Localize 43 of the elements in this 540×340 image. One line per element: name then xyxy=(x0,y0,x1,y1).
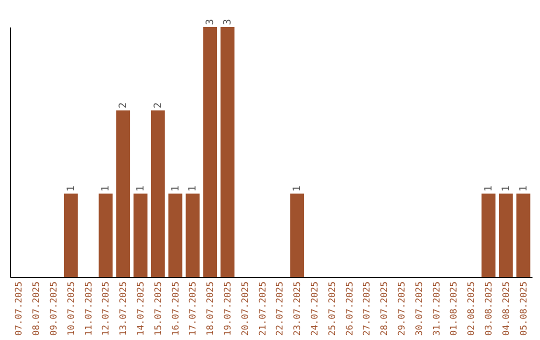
x-tick-label: 20.07.2025 xyxy=(240,282,251,336)
x-tick-label: 12.07.2025 xyxy=(102,282,112,336)
x-tick-label: 29.07.2025 xyxy=(398,282,408,336)
x-tick-label: 18.07.2025 xyxy=(206,282,216,336)
data-label: 1 xyxy=(66,186,77,192)
data-label: 1 xyxy=(292,186,304,192)
data-label: 1 xyxy=(518,186,530,192)
data-label: 2 xyxy=(118,102,130,108)
x-tick-label: 11.07.2025 xyxy=(84,282,94,336)
data-label: 3 xyxy=(205,18,216,25)
x-tick-label: 14.07.2025 xyxy=(136,282,146,336)
data-label: 1 xyxy=(484,186,494,192)
x-tick-label: 23.07.2025 xyxy=(293,282,304,336)
x-tick-label: 22.07.2025 xyxy=(276,282,286,336)
x-tick-label: 05.08.2025 xyxy=(519,282,530,336)
x-tick-label: 27.07.2025 xyxy=(362,282,373,336)
data-label: 1 xyxy=(170,186,182,192)
x-tick-label: 31.07.2025 xyxy=(432,282,442,336)
data-label: 1 xyxy=(500,186,512,192)
x-tick-label: 07.07.2025 xyxy=(14,282,25,336)
x-tick-label: 02.08.2025 xyxy=(467,282,478,336)
x-tick-label: 09.07.2025 xyxy=(50,282,60,336)
data-label: 1 xyxy=(100,186,112,192)
x-tick-label: 01.08.2025 xyxy=(450,282,460,336)
x-tick-label: 04.08.2025 xyxy=(502,282,512,336)
x-tick-label: 19.07.2025 xyxy=(224,282,234,336)
x-tick-label: 13.07.2025 xyxy=(119,282,130,336)
data-label: 1 xyxy=(136,186,146,192)
x-tick-label: 25.07.2025 xyxy=(328,282,338,336)
data-label: 3 xyxy=(222,18,234,25)
x-tick-label: 21.07.2025 xyxy=(258,282,268,336)
x-tick-label: 30.07.2025 xyxy=(414,282,425,336)
x-tick-label: 10.07.2025 xyxy=(66,282,77,336)
x-tick-label: 24.07.2025 xyxy=(310,282,320,336)
data-label: 1 xyxy=(188,186,199,192)
x-tick-label: 17.07.2025 xyxy=(188,282,199,336)
x-tick-label: 16.07.2025 xyxy=(171,282,182,336)
data-label: 2 xyxy=(152,102,164,108)
x-tick-label: 03.08.2025 xyxy=(484,282,494,336)
x-tick-label: 08.07.2025 xyxy=(32,282,42,336)
x-tick-label: 28.07.2025 xyxy=(380,282,390,336)
x-tick-label: 26.07.2025 xyxy=(345,282,356,336)
x-tick-label: 15.07.2025 xyxy=(154,282,164,336)
